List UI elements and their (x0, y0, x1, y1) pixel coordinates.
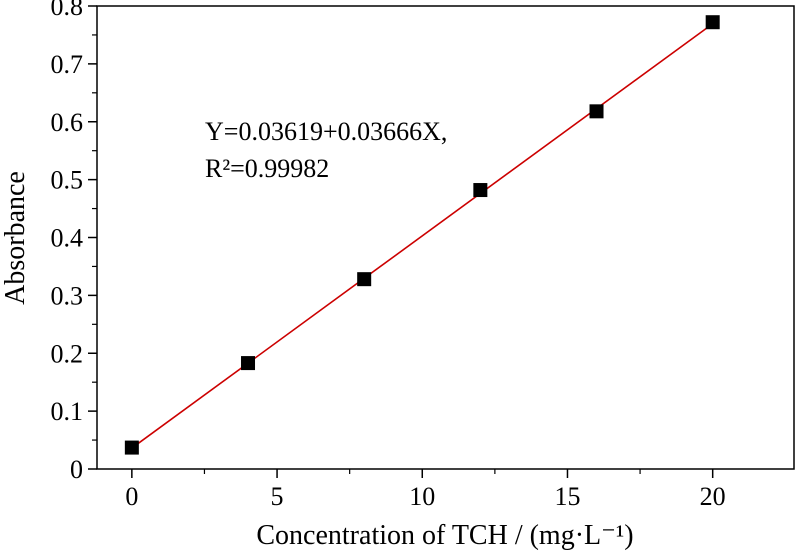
y-tick-label: 0.8 (51, 0, 84, 21)
y-tick-label: 0.5 (51, 166, 84, 195)
x-minor-ticks (203, 469, 641, 474)
data-point (124, 440, 139, 455)
y-tick-label: 0.4 (51, 224, 84, 253)
x-tick-label: 20 (700, 482, 726, 511)
data-point (705, 15, 720, 30)
fit-line-group (131, 23, 714, 449)
fit-equation: Y=0.03619+0.03666X, (205, 117, 447, 146)
y-tick-label: 0.2 (51, 339, 84, 368)
data-point (357, 272, 372, 287)
data-point (589, 104, 604, 119)
data-point (241, 356, 256, 371)
y-tick-label: 0.6 (51, 108, 84, 137)
x-tick-label: 5 (271, 482, 284, 511)
y-tick-label: 0 (70, 455, 83, 484)
x-tick-label: 15 (554, 482, 580, 511)
y-axis-title: Absorbance (0, 171, 31, 305)
plot-frame (96, 5, 795, 470)
fit-r-squared: R²=0.99982 (205, 154, 329, 183)
fit-line (131, 23, 714, 449)
y-tick-label: 0.1 (51, 397, 84, 426)
y-tick-label: 0.7 (51, 50, 84, 79)
x-axis-title: Concentration of TCH / (mg·L⁻¹) (256, 520, 633, 551)
x-tick-label: 10 (409, 482, 435, 511)
x-tick-label: 0 (125, 482, 138, 511)
x-axis-ticks: 0 5 10 15 20 (125, 469, 726, 511)
y-axis-ticks: 0 0.1 0.2 0.3 0.4 0.5 0.6 0.7 0.8 (51, 0, 97, 484)
data-points (124, 15, 720, 455)
data-point (473, 183, 488, 198)
y-minor-ticks (92, 34, 97, 441)
y-tick-label: 0.3 (51, 281, 84, 310)
